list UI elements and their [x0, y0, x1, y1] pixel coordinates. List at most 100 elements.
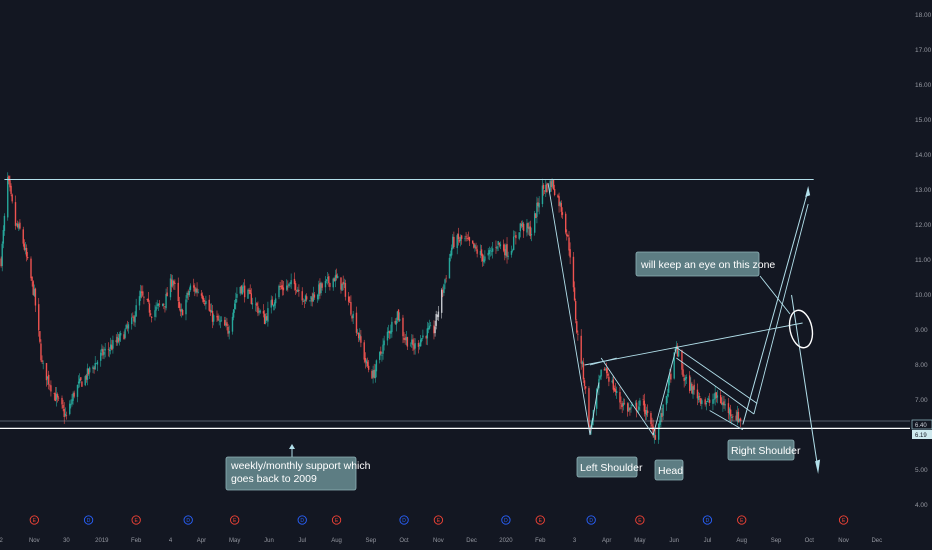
candle-body	[707, 398, 710, 400]
candle-body	[719, 395, 722, 404]
dividend-marker[interactable]	[83, 515, 94, 525]
candle-body	[69, 403, 71, 415]
earnings-marker[interactable]	[838, 515, 849, 525]
right-shoulder-inner[interactable]	[676, 357, 755, 415]
candle-body	[692, 386, 694, 395]
candle-body	[700, 398, 702, 404]
candle-body	[46, 376, 49, 379]
candle-body	[235, 298, 237, 304]
right-shoulder-base[interactable]	[709, 410, 744, 431]
candle-body	[480, 249, 483, 256]
candle-body	[251, 303, 254, 305]
earnings-marker[interactable]	[535, 515, 545, 525]
bear-scenario-arrow[interactable]	[791, 294, 819, 471]
dividend-marker[interactable]	[501, 515, 511, 525]
candle-body	[319, 282, 321, 294]
right-shoulder-upper[interactable]	[676, 347, 758, 404]
left-shoulder-label[interactable]: Left Shoulder	[576, 456, 643, 478]
candle-body	[318, 284, 320, 297]
candle-body	[721, 402, 723, 405]
pattern-drawings[interactable]	[547, 182, 821, 474]
right-shoulder-label[interactable]: Right Shoulder	[727, 439, 801, 461]
candle-body	[38, 304, 40, 331]
candle-body	[631, 405, 633, 406]
right-shoulder-box	[727, 439, 795, 461]
candle-body	[325, 279, 328, 281]
dividend-marker[interactable]	[399, 515, 409, 525]
left-to-head-line[interactable]	[600, 357, 654, 436]
candle-body	[690, 383, 692, 391]
x-axis[interactable]: 2 Nov 30 2019 Feb 4 Apr May Jun Jul Aug Sep Oct Nov De…	[0, 538, 882, 544]
candle-body	[210, 310, 213, 313]
bull-scenario-arrow[interactable]	[742, 189, 809, 425]
candle-body	[404, 338, 406, 340]
candle-body	[343, 282, 345, 284]
candle-body	[464, 238, 466, 239]
x-tick-label: Feb	[131, 538, 142, 544]
earnings-marker[interactable]	[737, 515, 747, 525]
head-label[interactable]: Head	[654, 459, 684, 481]
support-price-badge	[912, 430, 932, 439]
support-note[interactable]: weekly/monthly support which goes back t…	[225, 444, 371, 491]
candle-body	[489, 250, 492, 252]
earnings-marker[interactable]	[331, 515, 342, 525]
left-shoulder-rise[interactable]	[589, 382, 600, 436]
earnings-marker[interactable]	[131, 515, 141, 525]
candle-body	[356, 333, 359, 334]
candle-body	[224, 319, 226, 326]
candle-body	[573, 287, 576, 301]
candle-body	[217, 315, 219, 321]
event-letter: E	[335, 518, 339, 524]
horizontal-levels[interactable]	[0, 179, 910, 429]
candle-body	[25, 247, 28, 257]
candle-body	[169, 278, 172, 298]
candle-body	[580, 335, 582, 364]
earnings-marker[interactable]	[230, 515, 240, 525]
candle-body	[256, 303, 258, 306]
dividend-marker[interactable]	[702, 515, 713, 525]
candle-body	[104, 348, 106, 351]
candle-body	[553, 189, 556, 196]
candle-body	[155, 306, 157, 311]
candle-body	[427, 327, 430, 330]
candle-body	[379, 352, 381, 360]
candle-body	[131, 317, 133, 325]
earnings-marker[interactable]	[29, 515, 39, 525]
zone-note[interactable]: will keep an eye on this zone	[635, 251, 816, 350]
crash-line[interactable]	[547, 182, 591, 436]
candle-body	[381, 354, 383, 356]
earnings-marker[interactable]	[635, 515, 645, 525]
candle-body	[321, 283, 323, 288]
candle-body	[443, 284, 445, 294]
x-tick-label: Nov	[433, 538, 444, 544]
candle-body	[249, 289, 251, 294]
candle-body	[491, 248, 494, 252]
y-tick-label: 13.00	[915, 187, 932, 194]
candle-body	[101, 348, 103, 352]
candle-body	[352, 313, 354, 319]
dividend-marker[interactable]	[297, 515, 307, 525]
candle-body	[357, 332, 360, 339]
x-tick-label: Oct	[399, 538, 409, 544]
dividend-marker[interactable]	[586, 515, 596, 525]
candle-body	[503, 244, 505, 251]
candle-body	[0, 258, 2, 267]
x-tick-label: Feb	[535, 538, 546, 544]
candle-body	[560, 203, 562, 212]
neckline[interactable]	[584, 322, 803, 366]
earnings-marker[interactable]	[433, 515, 444, 525]
candle-body	[194, 287, 196, 292]
dividend-marker[interactable]	[183, 515, 193, 525]
candle-body	[232, 309, 235, 318]
annotation-notes[interactable]: weekly/monthly support which goes back t…	[225, 251, 816, 491]
candle-body	[391, 321, 393, 333]
candle-body	[673, 352, 675, 379]
bull-scenario-line[interactable]	[753, 203, 809, 415]
candle-body	[611, 380, 613, 383]
candle-body	[515, 235, 517, 239]
candle-body	[445, 277, 447, 279]
head-right-line[interactable]	[652, 347, 677, 436]
candle-body	[383, 340, 385, 346]
